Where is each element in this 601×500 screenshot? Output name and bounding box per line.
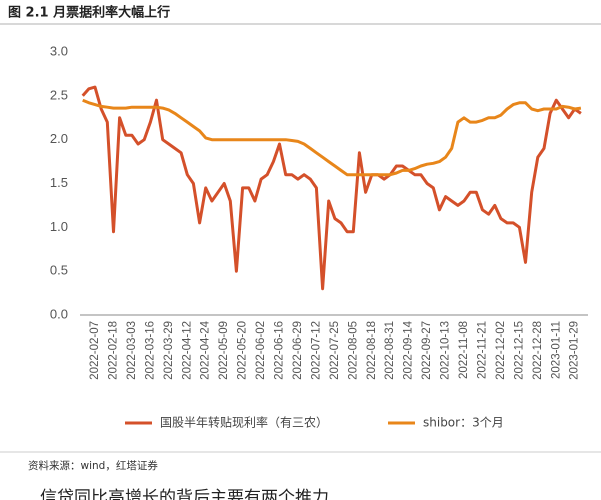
y-tick-label: 2.0	[50, 131, 68, 146]
series-line	[81, 85, 582, 291]
x-tick-label: 2022-06-29	[292, 321, 304, 380]
figure-title: 图 2.1 月票据利率大幅上行	[8, 5, 170, 21]
x-tick-label: 2022-04-12	[181, 321, 193, 380]
y-tick-label: 0.0	[50, 306, 68, 321]
x-tick-label: 2022-06-16	[274, 321, 286, 380]
x-tick-label: 2022-09-27	[421, 321, 433, 380]
y-tick-label: 1.5	[50, 175, 68, 190]
source-note: 资料来源：wind，红塔证券	[28, 459, 158, 472]
y-tick-label: 3.0	[50, 43, 68, 58]
x-tick-label: 2022-04-24	[200, 320, 212, 379]
x-tick-label: 2023-01-11	[550, 321, 562, 379]
series-line	[82, 98, 582, 177]
y-tick-label: 0.5	[50, 263, 68, 278]
x-tick-label: 2022-02-07	[89, 321, 101, 380]
y-tick-label: 2.5	[50, 87, 68, 102]
x-tick-label: 2022-03-03	[126, 321, 138, 380]
body-text: 信贷同比高增长的背后主要有两个推力	[40, 488, 329, 500]
x-tick-label: 2022-05-09	[218, 321, 230, 380]
x-tick-label: 2022-12-02	[495, 321, 507, 380]
x-tick-label: 2022-08-05	[347, 321, 359, 380]
x-tick-label: 2022-10-13	[440, 321, 452, 380]
x-tick-label: 2022-09-14	[403, 320, 415, 379]
x-tick-label: 2022-03-29	[163, 321, 175, 380]
x-tick-label: 2022-03-16	[144, 321, 156, 380]
legend-label: shibor：3个月	[423, 416, 504, 430]
y-tick-label: 1.0	[50, 219, 68, 234]
x-tick-label: 2022-07-25	[329, 321, 341, 380]
x-tick-label: 2023-01-29	[569, 321, 581, 380]
x-tick-label: 2022-11-21	[476, 321, 488, 379]
x-tick-label: 2022-02-18	[107, 321, 119, 380]
x-tick-label: 2022-08-31	[384, 321, 396, 380]
x-tick-label: 2022-12-28	[532, 321, 544, 380]
x-tick-label: 2022-08-18	[366, 321, 378, 380]
x-tick-label: 2022-05-20	[237, 321, 249, 380]
legend-label: 国股半年转贴现利率（有三农）	[160, 415, 328, 430]
x-tick-label: 2022-11-08	[458, 321, 470, 379]
x-tick-label: 2022-12-15	[513, 321, 525, 380]
x-tick-label: 2022-06-02	[255, 321, 267, 380]
x-tick-label: 2022-07-12	[310, 321, 322, 380]
